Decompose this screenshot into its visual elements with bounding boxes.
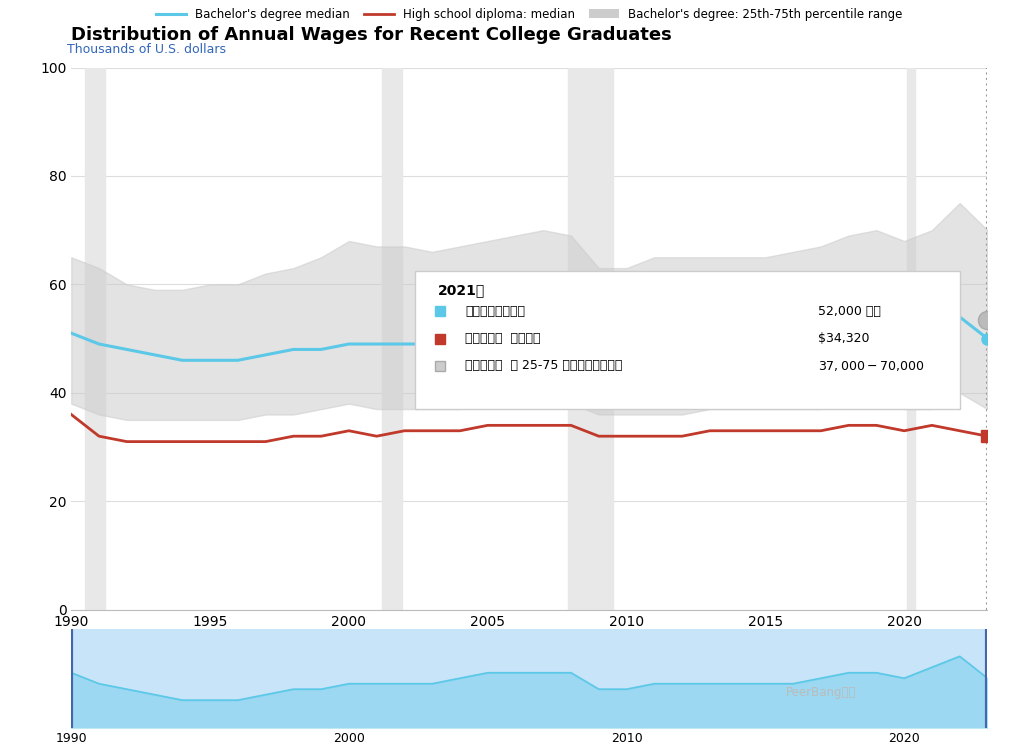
FancyBboxPatch shape xyxy=(415,271,960,409)
Text: $34,320: $34,320 xyxy=(817,332,869,345)
Bar xyxy=(86,68,105,610)
Bar xyxy=(907,68,915,610)
Text: 2021年: 2021年 xyxy=(438,283,485,297)
Text: 学士学位：  第 25-75 个百分位数范围：: 学士学位： 第 25-75 个百分位数范围： xyxy=(465,359,623,372)
Text: Thousands of U.S. dollars: Thousands of U.S. dollars xyxy=(67,43,226,56)
Text: Distribution of Annual Wages for Recent College Graduates: Distribution of Annual Wages for Recent … xyxy=(71,26,672,44)
Text: PeerBang留学: PeerBang留学 xyxy=(786,686,856,700)
Text: 学士学位中位数：: 学士学位中位数： xyxy=(465,305,525,318)
Text: $37,000 - $70,000: $37,000 - $70,000 xyxy=(817,358,924,373)
Bar xyxy=(382,68,402,610)
Bar xyxy=(568,68,613,610)
Text: 52,000 美元: 52,000 美元 xyxy=(817,305,881,318)
Text: 高中文凭：  中位数：: 高中文凭： 中位数： xyxy=(465,332,541,345)
Legend: Bachelor's degree median, High school diploma: median, Bachelor's degree: 25th-7: Bachelor's degree median, High school di… xyxy=(152,3,907,26)
